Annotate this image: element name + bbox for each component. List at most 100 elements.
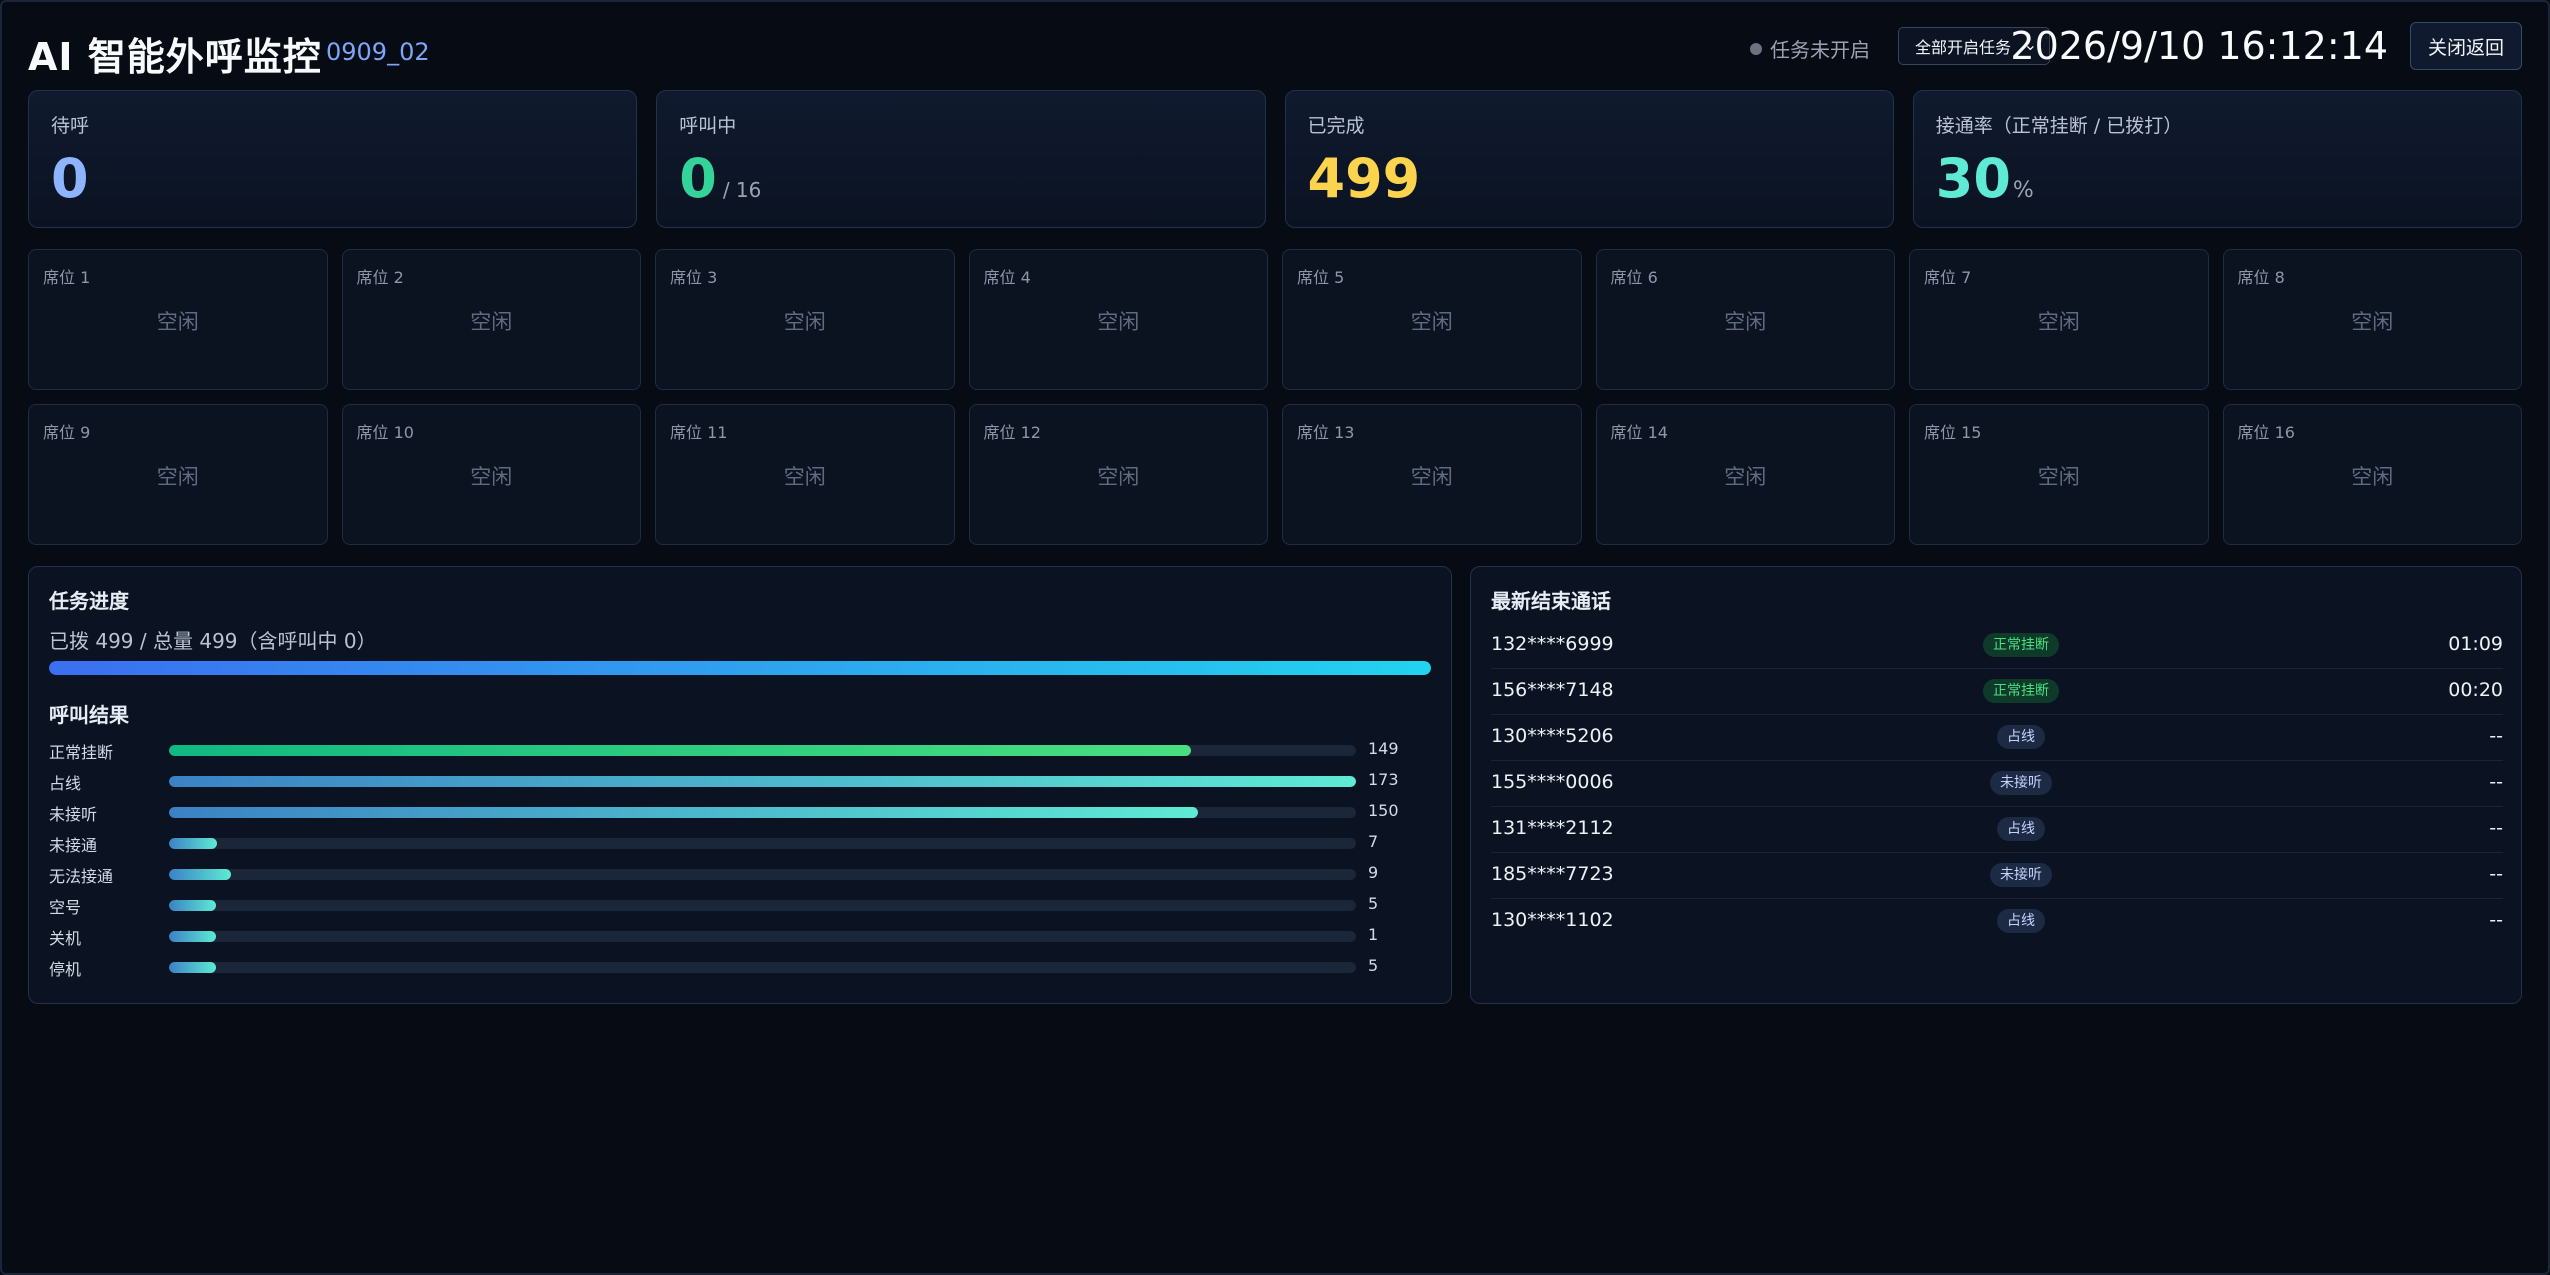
call-result-badge: 占线	[1997, 817, 2045, 841]
seat-name: 席位 2	[356, 268, 404, 287]
call-result-badge: 正常挂断	[1983, 633, 2059, 657]
result-value: 7	[1368, 832, 1379, 851]
seat-card: 席位 12 空闲	[968, 404, 1268, 545]
stat-value: 0	[51, 147, 89, 210]
seat-card: 席位 4 空闲	[968, 249, 1268, 390]
result-track	[169, 745, 1356, 756]
result-label: 未接听	[49, 805, 98, 824]
seat-name: 席位 4	[983, 268, 1031, 287]
datetime-clock: 2026/9/10 16:12:14	[2010, 24, 2388, 68]
status-dot-icon	[1750, 42, 1762, 55]
stats-row: 待呼 0 呼叫中 0/ 16 已完成 499 接通率（正常挂断 / 已拨打） 3…	[28, 90, 2522, 228]
seat-state: 空闲	[2037, 310, 2080, 334]
seat-state: 空闲	[1097, 310, 1140, 334]
call-number: 132****6999	[1491, 633, 1614, 655]
call-row: 130****5206 占线 --	[1491, 715, 2503, 761]
seat-name: 席位 1	[43, 268, 91, 287]
call-row: 132****6999 正常挂断 01:09	[1491, 623, 2503, 669]
call-duration: --	[2489, 817, 2503, 839]
close-return-button[interactable]: 关闭返回	[2410, 22, 2522, 70]
seat-card: 席位 8 空闲	[2222, 249, 2522, 390]
result-label: 正常挂断	[49, 743, 114, 762]
seat-name: 席位 15	[1924, 423, 1982, 442]
progress-text: 已拨 499 / 总量 499（含呼叫中 0）	[49, 629, 377, 653]
result-row: 空号 5	[49, 892, 1439, 923]
result-row: 无法接通 9	[49, 861, 1439, 892]
seat-card: 席位 5 空闲	[1282, 249, 1582, 390]
seat-name: 席位 13	[1297, 423, 1355, 442]
result-row: 未接听 150	[49, 799, 1439, 830]
result-row: 未接通 7	[49, 830, 1439, 861]
call-result-badge: 正常挂断	[1983, 679, 2059, 703]
progress-fill	[49, 661, 1431, 675]
recent-calls-panel: 最新结束通话 132****6999 正常挂断 01:09 156****7148 正常…	[1470, 566, 2522, 1004]
call-duration: 00:20	[2448, 679, 2503, 701]
result-row: 占线 173	[49, 768, 1439, 799]
seat-card: 席位 10 空闲	[341, 404, 641, 545]
result-track	[169, 869, 1356, 880]
seat-name: 席位 12	[983, 423, 1041, 442]
stat-value: 30%	[1935, 147, 2034, 210]
panel-title: 任务进度	[49, 589, 129, 613]
result-bar	[169, 962, 217, 973]
seat-card: 席位 7 空闲	[1909, 249, 2209, 390]
stat-suffix: / 16	[722, 178, 762, 202]
seat-name: 席位 11	[670, 423, 728, 442]
seat-state: 空闲	[2351, 310, 2394, 334]
call-result-badge: 未接听	[1990, 863, 2052, 887]
call-row: 156****7148 正常挂断 00:20	[1491, 669, 2503, 715]
stat-suffix: %	[2012, 178, 2034, 203]
result-track	[169, 838, 1356, 849]
result-bar	[169, 931, 217, 942]
stat-card-calling: 呼叫中 0/ 16	[656, 90, 1266, 228]
seat-name: 席位 9	[43, 423, 91, 442]
seat-state: 空闲	[470, 465, 513, 489]
seat-state: 空闲	[470, 310, 513, 334]
result-track	[169, 962, 1356, 973]
seat-state: 空闲	[1097, 465, 1140, 489]
page-title: AI 智能外呼监控	[28, 35, 322, 79]
stat-card-done: 已完成 499	[1284, 90, 1894, 228]
seat-name: 席位 5	[1297, 268, 1345, 287]
stat-value: 0/ 16	[679, 147, 762, 210]
call-duration: --	[2489, 909, 2503, 931]
seat-name: 席位 8	[2237, 268, 2285, 287]
result-track	[169, 807, 1356, 818]
result-value: 5	[1368, 894, 1379, 913]
task-filter-select[interactable]: 全部开启任务 ⌄	[1898, 27, 2050, 65]
seat-card: 席位 9 空闲	[28, 404, 328, 545]
result-row: 正常挂断 149	[49, 737, 1439, 768]
task-status: 任务未开启	[1750, 34, 1870, 63]
result-value: 1	[1368, 925, 1379, 944]
task-id: 0909_02	[326, 38, 430, 66]
result-label: 无法接通	[49, 867, 114, 886]
result-bar	[169, 807, 1199, 818]
seat-card: 席位 13 空闲	[1282, 404, 1582, 545]
seat-name: 席位 14	[1610, 423, 1668, 442]
result-value: 149	[1368, 739, 1399, 758]
seat-name: 席位 6	[1610, 268, 1658, 287]
call-duration: --	[2489, 863, 2503, 885]
seat-card: 席位 14 空闲	[1595, 404, 1895, 545]
seat-state: 空闲	[783, 465, 826, 489]
seat-state: 空闲	[156, 310, 199, 334]
call-row: 155****0006 未接听 --	[1491, 761, 2503, 807]
seat-name: 席位 16	[2237, 423, 2295, 442]
seat-state: 空闲	[2037, 465, 2080, 489]
call-results-title: 呼叫结果	[49, 703, 129, 727]
seat-card: 席位 6 空闲	[1595, 249, 1895, 390]
stat-card-waiting: 待呼 0	[28, 90, 638, 228]
result-track	[169, 776, 1356, 787]
result-value: 9	[1368, 863, 1379, 882]
seat-card: 席位 1 空闲	[28, 249, 328, 390]
call-number: 185****7723	[1491, 863, 1614, 885]
seat-state: 空闲	[156, 465, 199, 489]
call-number: 130****5206	[1491, 725, 1614, 747]
result-row: 关机 1	[49, 923, 1439, 954]
seat-state: 空闲	[1410, 465, 1453, 489]
call-duration: 01:09	[2448, 633, 2503, 655]
result-track	[169, 900, 1356, 911]
result-label: 停机	[49, 960, 82, 979]
result-label: 空号	[49, 898, 82, 917]
